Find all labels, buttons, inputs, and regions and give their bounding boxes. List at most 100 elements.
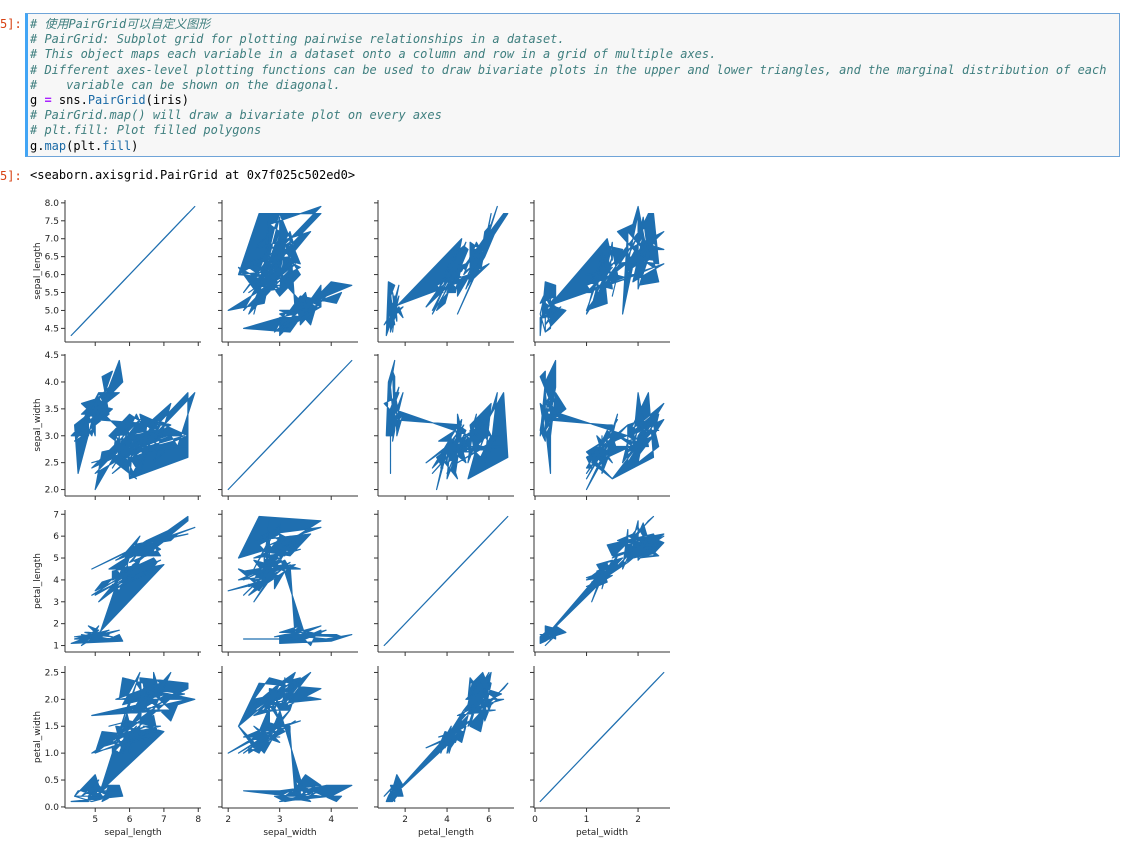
x-tick-label: 2 <box>402 815 408 825</box>
subplot-petal_length-sepal_width <box>218 510 358 656</box>
code-token: # PairGrid: Subplot grid for plotting pa… <box>30 32 565 47</box>
code-token: # This object maps each variable in a da… <box>30 47 717 62</box>
subplot-sepal_length-sepal_width <box>218 200 358 346</box>
code-token: ) <box>131 138 139 153</box>
subplot-sepal_width-sepal_width <box>218 354 358 500</box>
subplot-sepal_length-petal_length <box>374 200 514 346</box>
subplot-sepal_width-petal_length <box>374 354 514 500</box>
code-line: # Different axes-level plotting function… <box>30 63 1106 78</box>
y-axis-label: sepal_width <box>33 398 43 451</box>
code-token: # plt.fill: Plot filled polygons <box>30 123 262 138</box>
code-line: # variable can be shown on the diagonal. <box>30 78 1106 93</box>
code-line: # This object maps each variable in a da… <box>30 47 1106 62</box>
y-tick-label: 5.0 <box>45 306 60 316</box>
y-axis-label: petal_width <box>33 711 43 763</box>
code-token: # Different axes-level plotting function… <box>30 62 1107 77</box>
y-tick-label: 4.5 <box>45 351 59 361</box>
subplot-petal_length-petal_length <box>374 510 514 656</box>
x-tick-label: 1 <box>584 815 590 825</box>
subplot-petal_width-petal_width: 0 1 2 <box>530 666 670 825</box>
x-tick-label: 7 <box>161 815 167 825</box>
code-token: fill <box>102 138 132 153</box>
code-line: # plt.fill: Plot filled polygons <box>30 123 1106 138</box>
fill-polygon <box>227 671 353 803</box>
fill-polygon <box>70 671 196 803</box>
code-cell[interactable] <box>25 13 1120 157</box>
y-tick-label: 2.0 <box>45 695 60 705</box>
y-tick-label: 8.0 <box>45 199 60 209</box>
y-tick-label: 4.0 <box>45 378 60 388</box>
subplot-sepal_width-sepal_length: 2.0 2.5 3.0 3.5 4.0 4.5 <box>45 351 201 500</box>
fill-polygon <box>227 515 353 647</box>
code-token: g <box>30 93 45 108</box>
y-tick-label: 0.0 <box>45 803 60 813</box>
fill-polygon <box>539 205 665 337</box>
subplot-petal_width-petal_length: 2 4 6 <box>374 666 514 825</box>
y-tick-label: 5.5 <box>45 289 59 299</box>
fill-polygon <box>539 671 665 803</box>
y-tick-label: 1.0 <box>45 749 60 759</box>
y-tick-label: 7 <box>53 510 59 520</box>
x-tick-label: 5 <box>92 815 98 825</box>
code-token: PairGrid <box>87 93 146 108</box>
fill-polygon <box>70 205 196 337</box>
x-tick-label: 0 <box>532 815 538 825</box>
x-tick-label: 6 <box>486 815 492 825</box>
y-tick-label: 6 <box>53 532 59 542</box>
x-tick-label: 6 <box>127 815 133 825</box>
code-line: g.map(plt.fill) <box>30 139 1106 154</box>
x-axis-label: petal_length <box>418 828 474 838</box>
y-tick-label: 2.5 <box>45 459 59 469</box>
subplot-petal_length-petal_width <box>530 510 670 656</box>
y-tick-label: 1 <box>53 642 59 652</box>
code-token: = <box>44 93 52 108</box>
y-tick-label: 6.5 <box>45 253 59 263</box>
fill-polygon <box>227 205 353 337</box>
code-line: # PairGrid.map() will draw a bivariate p… <box>30 108 1106 123</box>
subplot-sepal_width-petal_width <box>530 354 670 500</box>
x-tick-label: 8 <box>195 815 201 825</box>
x-tick-label: 2 <box>225 815 231 825</box>
fill-polygon <box>539 515 665 647</box>
y-tick-label: 4 <box>53 576 59 586</box>
subplot-petal_width-sepal_length: 0.0 0.5 1.0 1.5 2.0 2.5 5 6 7 8 <box>45 666 201 825</box>
code-line: g = sns.PairGrid(iris) <box>30 93 1106 108</box>
y-tick-label: 3.5 <box>45 405 59 415</box>
fill-polygon <box>70 359 196 491</box>
y-tick-label: 4.5 <box>45 324 59 334</box>
subplot-petal_length-sepal_length: 1 2 3 4 5 6 7 <box>53 510 201 656</box>
y-tick-label: 7.0 <box>45 235 60 245</box>
input-prompt: 5]: <box>0 17 22 31</box>
code-editor[interactable]: # 使用PairGrid可以自定义图形 # PairGrid: Subplot g… <box>30 17 1106 154</box>
output-repr: <seaborn.axisgrid.PairGrid at 0x7f025c50… <box>30 168 356 182</box>
code-token: # 使用PairGrid可以自定义图形 <box>30 17 211 31</box>
code-token: # variable can be shown on the diagonal. <box>30 77 341 92</box>
subplot-sepal_length-petal_width <box>530 200 670 346</box>
y-tick-label: 3 <box>53 598 59 608</box>
y-tick-label: 3.0 <box>45 432 60 442</box>
x-tick-label: 2 <box>635 815 641 825</box>
code-token: sns. <box>51 93 88 108</box>
code-token: (plt. <box>66 138 103 153</box>
y-axis-label: sepal_length <box>33 242 43 299</box>
code-line: # 使用PairGrid可以自定义图形 <box>30 17 1106 32</box>
subplot-petal_width-sepal_width: 2 3 4 <box>218 666 358 825</box>
code-line: # PairGrid: Subplot grid for plotting pa… <box>30 32 1106 47</box>
x-axis-label: sepal_length <box>104 828 161 838</box>
fill-polygon <box>383 359 509 491</box>
x-tick-label: 4 <box>444 815 450 825</box>
fill-polygon <box>383 205 509 337</box>
y-tick-label: 6.0 <box>45 271 60 281</box>
x-axis-label: petal_width <box>576 828 628 838</box>
fill-polygon <box>383 671 509 803</box>
y-tick-label: 1.5 <box>45 722 59 732</box>
fill-polygon <box>70 515 196 647</box>
y-tick-label: 2.5 <box>45 668 59 678</box>
fill-polygon <box>383 515 509 647</box>
code-token: (iris) <box>145 93 189 108</box>
x-axis-label: sepal_width <box>263 828 316 838</box>
y-axis-label: petal_length <box>33 553 43 609</box>
x-tick-label: 3 <box>277 815 283 825</box>
code-token: g. <box>30 138 45 153</box>
subplot-sepal_length-sepal_length: 4.5 5.0 5.5 6.0 6.5 7.0 7.5 8.0 <box>45 199 201 346</box>
